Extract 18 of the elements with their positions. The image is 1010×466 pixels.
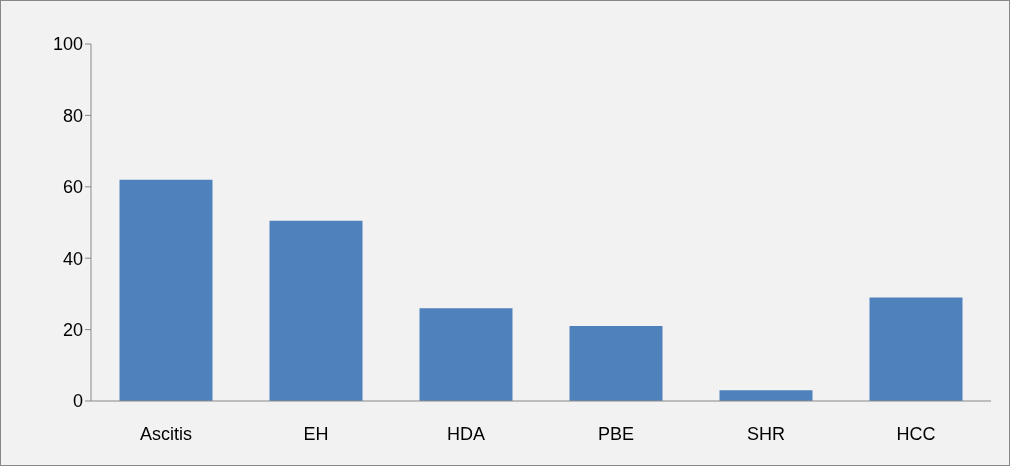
bar (419, 308, 513, 401)
y-tick-label: 80 (62, 105, 83, 126)
y-tick-label: 100 (52, 34, 83, 55)
bar (269, 220, 363, 401)
y-tick-label: 40 (62, 248, 83, 269)
x-tick-label: SHR (746, 423, 786, 444)
x-tick-label: PBE (597, 423, 635, 444)
y-tick-label: 20 (62, 319, 83, 340)
x-tick-label: Ascitis (139, 423, 193, 444)
bar (719, 390, 813, 401)
x-tick-label: EH (303, 423, 329, 444)
x-tick-label: HDA (446, 423, 486, 444)
y-tick-label: 60 (62, 177, 83, 198)
bar (869, 297, 963, 401)
bar (569, 326, 663, 401)
y-tick-label: 0 (72, 391, 83, 412)
x-tick-label: HCC (896, 423, 936, 444)
bar (119, 179, 213, 401)
